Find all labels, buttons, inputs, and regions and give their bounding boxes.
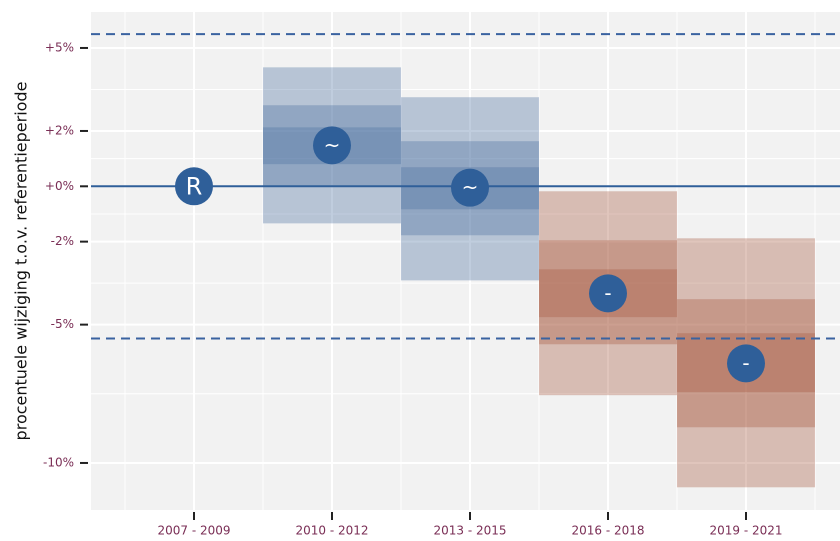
x-tick-label: 2007 - 2009 xyxy=(157,524,230,538)
y-axis-label: procentuele wijziging t.o.v. referentiep… xyxy=(12,82,31,441)
marker-symbol: ~ xyxy=(324,133,341,157)
y-tick-label: +2% xyxy=(45,123,74,137)
x-tick-label: 2016 - 2018 xyxy=(571,524,644,538)
x-tick-label: 2013 - 2015 xyxy=(433,524,506,538)
plot-background xyxy=(91,12,840,510)
y-tick-label: -2% xyxy=(51,234,74,248)
y-tick-label: +0% xyxy=(45,179,74,193)
y-tick-label: -5% xyxy=(51,317,74,331)
marker-symbol: R xyxy=(186,172,203,200)
estimate-marker xyxy=(589,274,627,313)
y-tick-label: +5% xyxy=(45,40,74,54)
estimate-marker xyxy=(313,126,351,165)
x-tick-label: 2010 - 2012 xyxy=(295,524,368,538)
marker-symbol: - xyxy=(604,281,611,305)
estimate-marker xyxy=(175,167,213,206)
estimate-marker xyxy=(451,168,489,207)
y-tick-label: -10% xyxy=(43,455,74,469)
marker-symbol: - xyxy=(742,351,749,375)
x-tick-label: 2019 - 2021 xyxy=(709,524,782,538)
marker-symbol: ~ xyxy=(462,175,479,199)
estimate-marker xyxy=(727,344,765,383)
